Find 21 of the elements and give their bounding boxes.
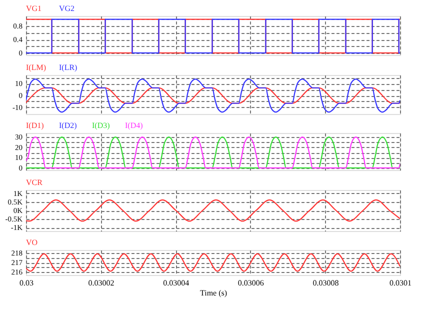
x-tick-label: 0.03 [20,278,34,288]
series-label: I(D3) [92,121,110,130]
x-tick-label: 0.03008 [312,278,339,288]
line-series [26,253,400,272]
text: VCR [26,178,44,187]
x-tick-label: 0.03006 [238,278,264,288]
legend-label: I(D1) [26,121,44,130]
series-label: VG2 [59,4,75,13]
series-label: I(LM) [26,63,46,72]
series-label: VG1 [26,4,42,13]
line-series [26,199,400,222]
x-tick-label: 0.03002 [88,278,114,288]
line-series [26,78,400,113]
series-label: I(LR) [59,63,78,72]
legend-label: I(D2) [59,121,78,130]
series-label: VO [26,238,38,247]
x-axis-title: Time (s) [200,288,228,298]
x-tick-label: 0.0301 [390,278,412,288]
line-series [26,136,400,168]
series-label: I(D4) [125,121,144,130]
x-tick-label: 0.03004 [163,278,190,288]
